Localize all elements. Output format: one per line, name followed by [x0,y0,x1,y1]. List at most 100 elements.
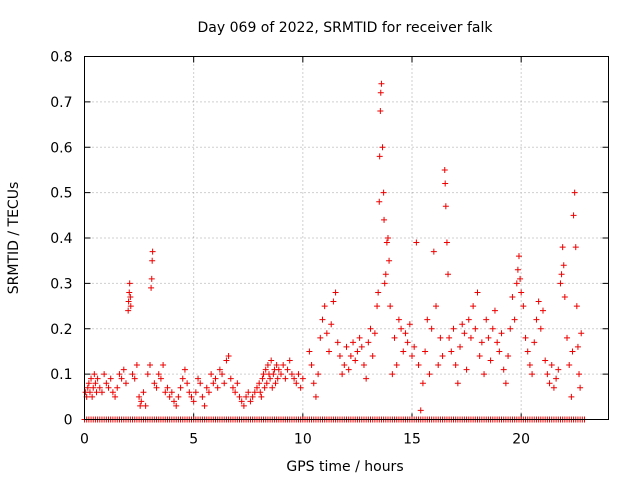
data-point [120,366,127,373]
data-point [446,334,453,341]
data-point [177,384,184,391]
data-point [560,262,567,269]
data-point [184,380,191,387]
data-point [122,380,129,387]
data-point [103,380,110,387]
data-point [269,384,276,391]
data-point [264,362,271,369]
data-point [345,366,352,373]
data-point [558,271,565,278]
data-point [85,380,92,387]
data-point [257,389,264,396]
data-point [323,330,330,337]
data-point [151,380,158,387]
data-point [553,375,560,382]
data-point [454,380,461,387]
data-point [98,389,105,396]
data-point [240,402,247,409]
data-point [367,325,374,332]
data-point [384,235,391,241]
data-point [496,348,503,355]
data-point [310,380,317,387]
y-tick-label: 0.6 [50,140,72,156]
data-point [157,375,164,382]
data-point [400,348,407,355]
data-point [371,330,378,337]
data-point [127,303,134,310]
data-point [249,393,256,400]
data-point [570,212,577,219]
data-point [383,239,390,246]
data-point [330,298,337,305]
data-point [267,375,274,382]
data-point [147,362,153,369]
data-point [197,380,204,387]
data-point [295,371,302,378]
data-point [288,371,295,378]
data-point [415,362,422,369]
data-point [377,89,384,96]
data-point [125,307,132,314]
data-point [195,375,202,382]
data-point [164,384,171,391]
data-point [272,380,279,387]
data-point [428,325,435,332]
y-tick-label: 0.2 [50,322,72,338]
data-point [148,275,155,282]
data-point [181,366,188,373]
data-point [126,280,133,287]
data-point [282,375,289,382]
data-point [284,366,291,373]
data-point [465,316,472,323]
data-point [559,244,566,251]
data-point [411,343,418,350]
data-point [328,321,335,328]
x-axis-title: GPS time / hours [286,459,403,475]
data-point [395,316,402,323]
chart-title: Day 069 of 2022, SRMTID for receiver fal… [198,20,494,36]
data-point [546,380,553,387]
data-point [186,389,193,396]
data-point [199,393,206,400]
data-point [306,348,313,355]
data-point [315,371,322,378]
data-point [561,293,568,300]
y-axis-title: SRMTID / TECUs [6,182,22,295]
data-point [442,203,449,210]
data-point [105,384,112,391]
data-point [262,366,269,373]
data-point [297,384,304,391]
y-tick-label: 0.8 [50,50,72,66]
data-point [520,303,527,310]
data-point [293,380,300,387]
data-point [312,393,319,400]
data-point [452,362,459,369]
data-point [459,321,466,328]
data-point [112,393,119,400]
data-point [568,393,575,400]
grid [84,56,609,420]
data-point [461,330,468,337]
data-point [334,339,341,346]
data-point [89,393,96,400]
data-point [93,389,100,396]
data-point [208,371,215,378]
data-point [138,398,145,405]
data-point [223,357,230,364]
data-point [149,257,156,264]
data-point [375,289,382,296]
data-point [509,293,516,300]
data-point [498,330,505,337]
data-point [232,389,239,396]
data-point [205,389,212,396]
data-point [533,316,540,323]
data-point [227,375,234,382]
data-point [463,366,470,373]
data-point [350,339,357,346]
data-point [155,371,162,378]
data-point [389,371,396,378]
y-tick-label: 0.1 [50,367,72,383]
data-point [352,357,359,364]
data-point [489,325,496,332]
data-point [114,384,121,391]
